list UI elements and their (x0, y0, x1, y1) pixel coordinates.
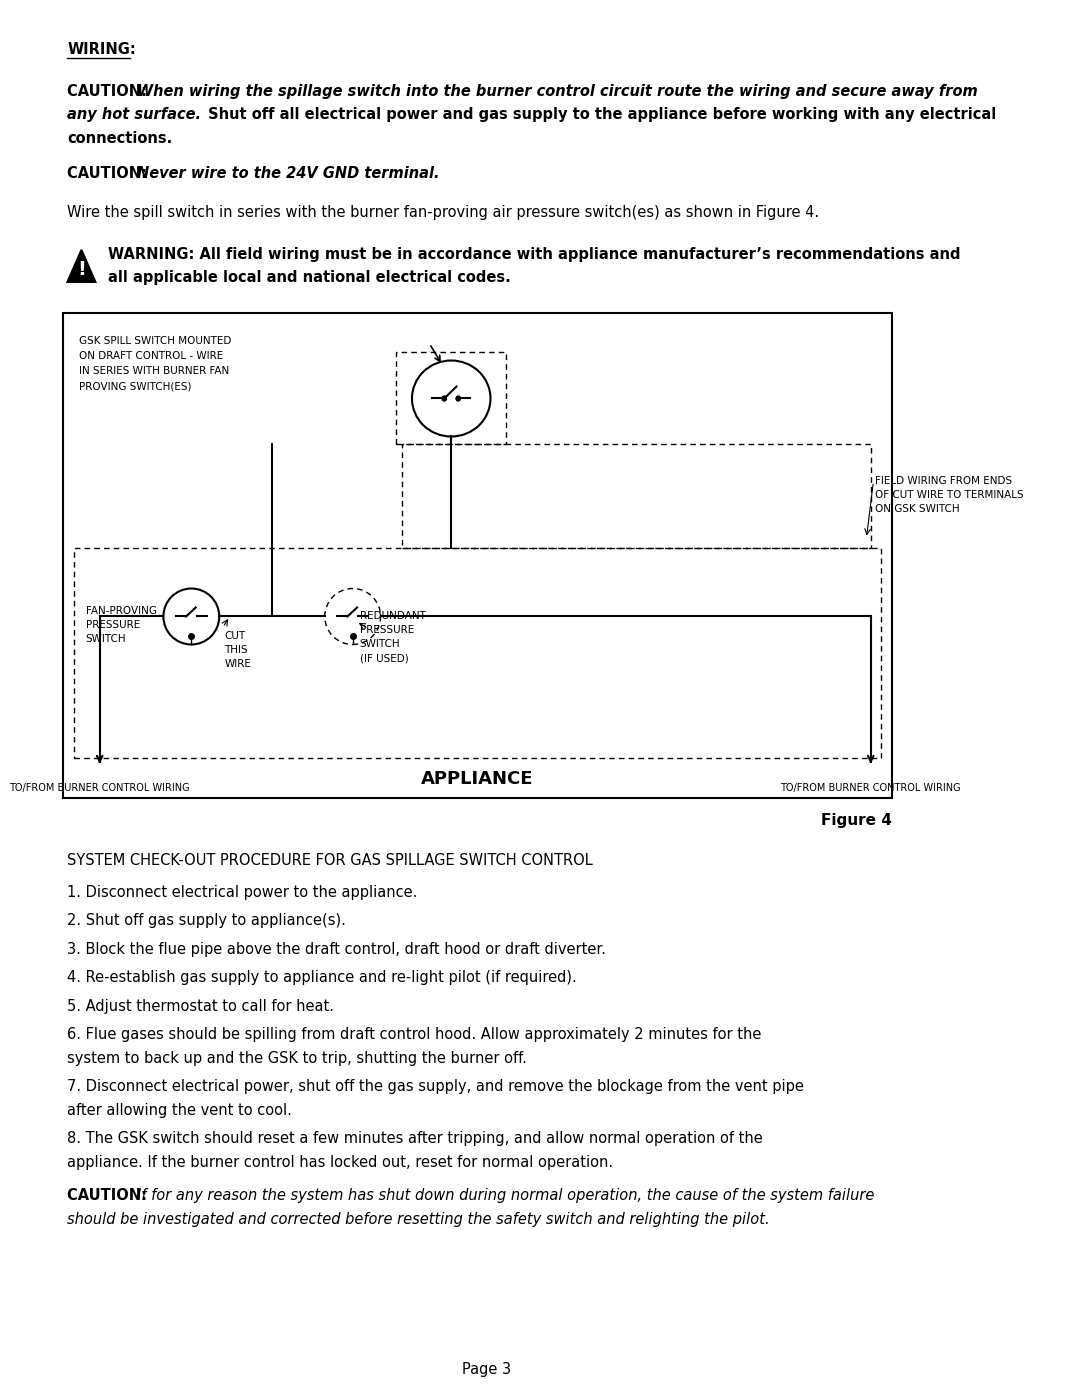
Text: system to back up and the GSK to trip, shutting the burner off.: system to back up and the GSK to trip, s… (67, 1051, 527, 1066)
Text: When wiring the spillage switch into the burner control circuit route the wiring: When wiring the spillage switch into the… (137, 84, 978, 99)
Text: 2. Shut off gas supply to appliance(s).: 2. Shut off gas supply to appliance(s). (67, 914, 347, 929)
Text: 4. Re-establish gas supply to appliance and re-light pilot (if required).: 4. Re-establish gas supply to appliance … (67, 971, 577, 985)
Text: ON DRAFT CONTROL - WIRE: ON DRAFT CONTROL - WIRE (79, 352, 224, 362)
Text: PRESSURE: PRESSURE (85, 620, 140, 630)
Text: should be investigated and corrected before resetting the safety switch and reli: should be investigated and corrected bef… (67, 1213, 770, 1227)
Text: TO/FROM BURNER CONTROL WIRING: TO/FROM BURNER CONTROL WIRING (781, 784, 961, 793)
Bar (402, 444, 870, 549)
Text: WIRING:: WIRING: (67, 42, 136, 57)
Text: CAUTION:: CAUTION: (67, 1189, 152, 1203)
Text: If for any reason the system has shut down during normal operation, the cause of: If for any reason the system has shut do… (137, 1189, 875, 1203)
Text: Shut off all electrical power and gas supply to the appliance before working wit: Shut off all electrical power and gas su… (203, 108, 996, 123)
Text: (IF USED): (IF USED) (360, 654, 408, 664)
Text: 1. Disconnect electrical power to the appliance.: 1. Disconnect electrical power to the ap… (67, 886, 418, 900)
Text: ON GSK SWITCH: ON GSK SWITCH (875, 504, 960, 514)
Text: 5. Adjust thermostat to call for heat.: 5. Adjust thermostat to call for heat. (67, 999, 335, 1014)
Text: CAUTION:: CAUTION: (67, 84, 152, 99)
Circle shape (442, 395, 446, 401)
Text: !: ! (77, 260, 86, 279)
Text: appliance. If the burner control has locked out, reset for normal operation.: appliance. If the burner control has loc… (67, 1155, 613, 1171)
Text: PROVING SWITCH(ES): PROVING SWITCH(ES) (79, 381, 191, 391)
Bar (63, 313, 892, 799)
Text: connections.: connections. (67, 131, 173, 147)
Text: SWITCH: SWITCH (360, 640, 401, 650)
Text: SWITCH: SWITCH (85, 634, 126, 644)
Polygon shape (67, 250, 95, 282)
Bar (396, 352, 507, 444)
Text: Figure 4: Figure 4 (821, 813, 892, 828)
Text: 6. Flue gases should be spilling from draft control hood. Allow approximately 2 : 6. Flue gases should be spilling from dr… (67, 1028, 761, 1042)
Text: TO/FROM BURNER CONTROL WIRING: TO/FROM BURNER CONTROL WIRING (10, 784, 190, 793)
Text: APPLIANCE: APPLIANCE (421, 771, 534, 788)
Text: REDUNDANT: REDUNDANT (360, 612, 426, 622)
Text: all applicable local and national electrical codes.: all applicable local and national electr… (108, 270, 511, 285)
Text: IN SERIES WITH BURNER FAN: IN SERIES WITH BURNER FAN (79, 366, 229, 377)
Text: FIELD WIRING FROM ENDS: FIELD WIRING FROM ENDS (875, 476, 1012, 486)
Text: Wire the spill switch in series with the burner fan-proving air pressure switch(: Wire the spill switch in series with the… (67, 205, 820, 219)
Text: Page 3: Page 3 (461, 1362, 511, 1377)
Text: 8. The GSK switch should reset a few minutes after tripping, and allow normal op: 8. The GSK switch should reset a few min… (67, 1132, 764, 1147)
Text: CUT: CUT (225, 631, 245, 641)
Text: Never wire to the 24V GND terminal.: Never wire to the 24V GND terminal. (137, 166, 440, 182)
Text: PRESSURE: PRESSURE (360, 626, 414, 636)
Text: 3. Block the flue pipe above the draft control, draft hood or draft diverter.: 3. Block the flue pipe above the draft c… (67, 942, 606, 957)
Text: FAN-PROVING: FAN-PROVING (85, 606, 157, 616)
Bar (73, 549, 881, 759)
Text: WIRE: WIRE (225, 659, 252, 669)
Text: SYSTEM CHECK-OUT PROCEDURE FOR GAS SPILLAGE SWITCH CONTROL: SYSTEM CHECK-OUT PROCEDURE FOR GAS SPILL… (67, 854, 593, 869)
Text: GSK SPILL SWITCH MOUNTED: GSK SPILL SWITCH MOUNTED (79, 337, 231, 346)
Text: any hot surface.: any hot surface. (67, 108, 202, 123)
Circle shape (456, 395, 460, 401)
Text: after allowing the vent to cool.: after allowing the vent to cool. (67, 1104, 293, 1118)
Text: CAUTION:: CAUTION: (67, 166, 152, 182)
Text: THIS: THIS (225, 645, 248, 655)
Text: OF CUT WIRE TO TERMINALS: OF CUT WIRE TO TERMINALS (875, 490, 1024, 500)
Text: 7. Disconnect electrical power, shut off the gas supply, and remove the blockage: 7. Disconnect electrical power, shut off… (67, 1080, 805, 1094)
Text: WARNING: All field wiring must be in accordance with appliance manufacturer’s re: WARNING: All field wiring must be in acc… (108, 246, 961, 261)
